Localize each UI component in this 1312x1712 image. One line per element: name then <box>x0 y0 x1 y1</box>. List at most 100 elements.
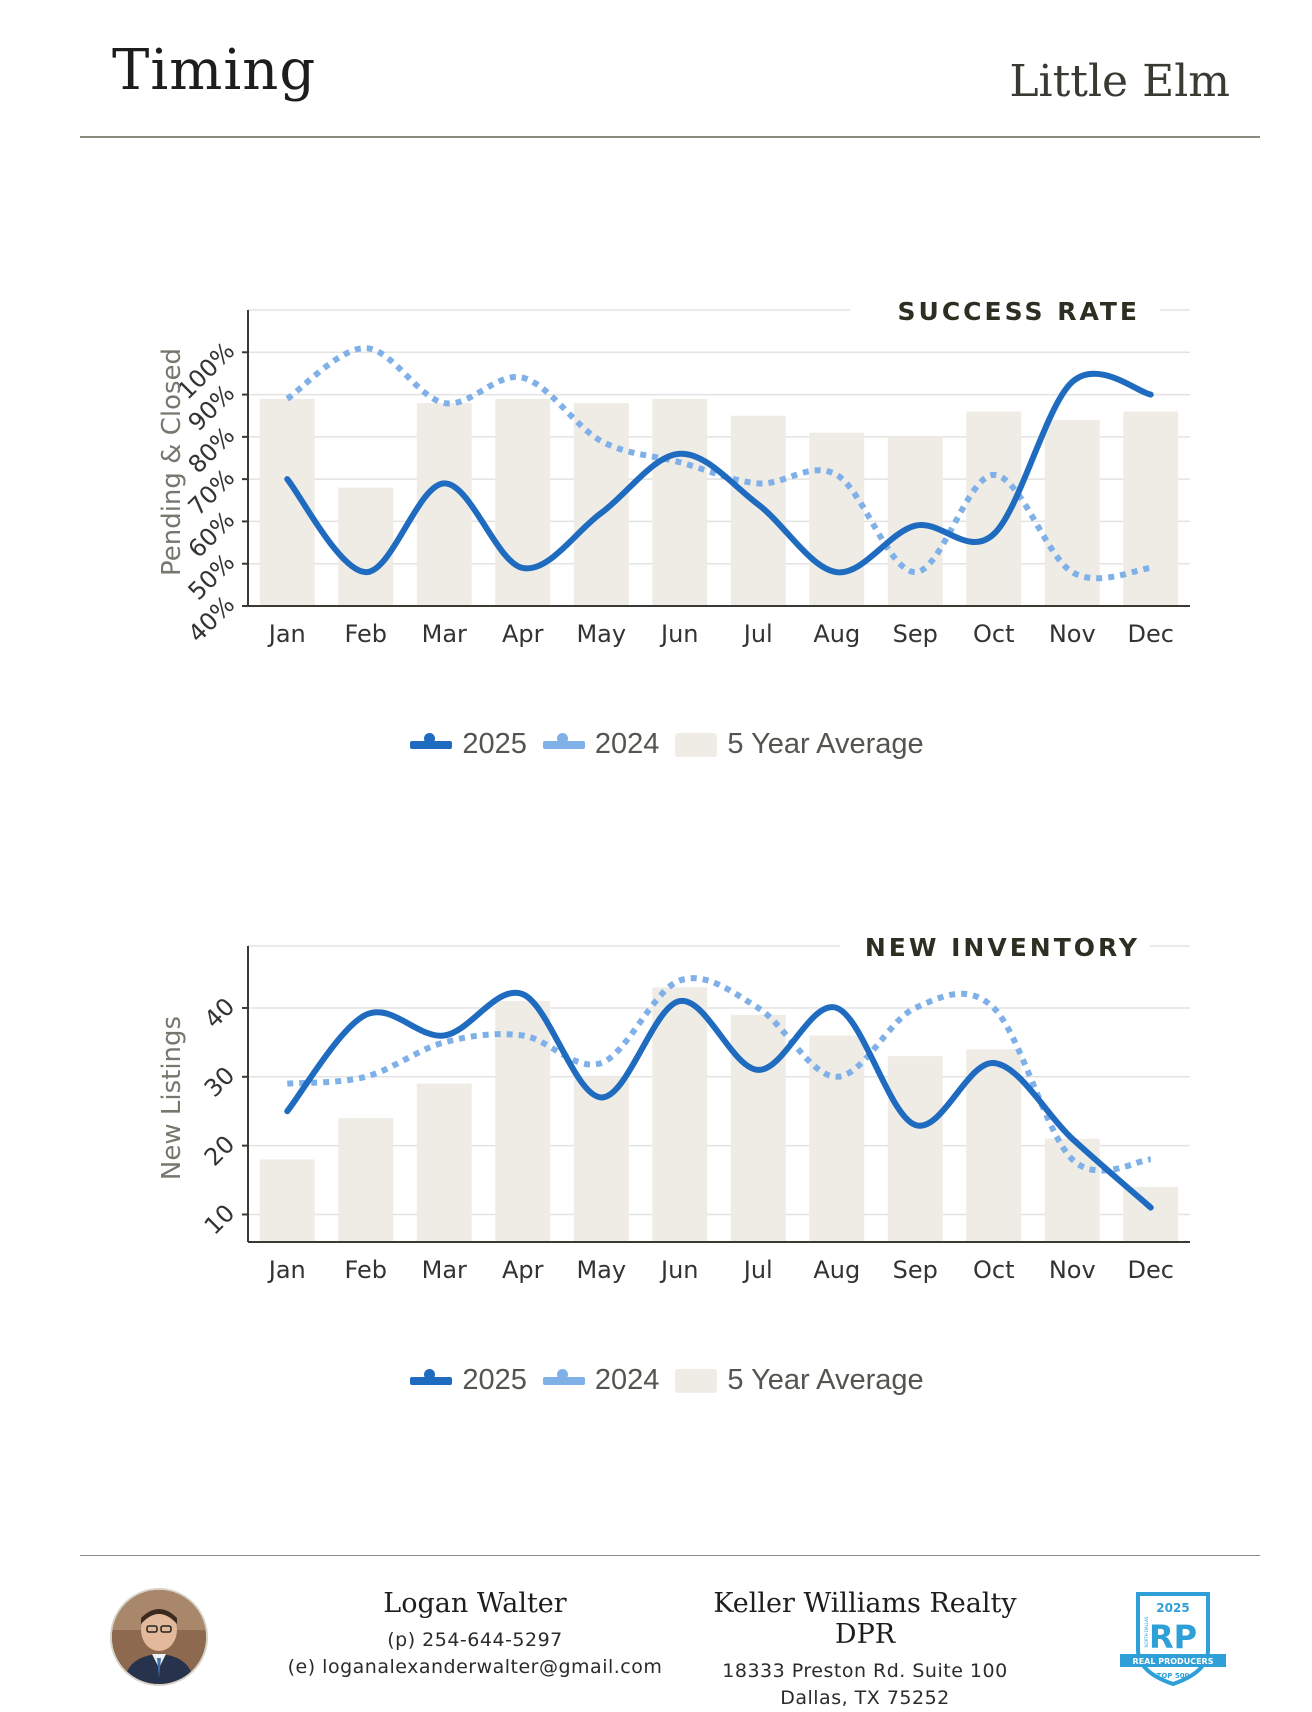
average-bar <box>259 1159 315 1242</box>
legend-swatch-average <box>675 1368 718 1393</box>
x-tick-label: Dec <box>1128 1256 1174 1284</box>
x-tick-label: Nov <box>1049 1256 1096 1284</box>
average-bar <box>1123 411 1179 606</box>
real-producers-badge-icon: 2025 RP REAL PRODUCERS TOP 500 NORTH DAL… <box>1120 1592 1226 1687</box>
legend-item-2025: 2025 <box>410 1364 527 1397</box>
new-inventory-legend: 2025 2024 5 Year Average <box>140 1364 1200 1397</box>
legend-item-average: 5 Year Average <box>675 1364 924 1397</box>
series-2025-line <box>284 989 1154 1211</box>
chart-title: SUCCESS RATE <box>898 300 1140 326</box>
x-tick-label: Apr <box>502 620 544 648</box>
badge-arc: NORTH DALLAS <box>1144 1616 1149 1647</box>
average-bar <box>887 436 943 606</box>
legend-label-2024: 2024 <box>594 1364 660 1396</box>
x-tick-label: Jan <box>267 620 306 648</box>
agent-name: Logan Walter <box>383 1588 567 1619</box>
legend-item-2024: 2024 <box>542 728 659 761</box>
header-divider <box>80 136 1260 138</box>
x-tick-label: Apr <box>502 1256 544 1284</box>
average-bar <box>966 1049 1022 1242</box>
x-tick-label: Nov <box>1049 620 1096 648</box>
x-tick-label: Jan <box>267 1256 306 1284</box>
average-bar <box>416 1083 472 1242</box>
x-tick-label: Aug <box>813 620 860 648</box>
average-bar <box>573 1076 629 1242</box>
new-inventory-chart: NEW INVENTORY 10 20 30 40 Jan Feb Mar Apr May Jun J… <box>140 936 1200 1456</box>
x-tick-label: Sep <box>893 620 938 648</box>
average-bar <box>1123 1186 1179 1242</box>
x-tick-label: Jul <box>742 620 773 648</box>
legend-item-2025: 2025 <box>410 728 527 761</box>
footer-divider <box>80 1555 1260 1556</box>
y-axis-title: New Listings <box>157 1016 187 1180</box>
legend-swatch-2024 <box>542 1368 585 1385</box>
y-tick-label: 60% <box>183 506 241 564</box>
x-tick-label: Feb <box>345 1256 388 1284</box>
x-tick-label: Jul <box>742 1256 773 1284</box>
average-bar <box>573 403 629 606</box>
chart-title: NEW INVENTORY <box>865 936 1140 962</box>
real-producers-badge: 2025 RP REAL PRODUCERS TOP 500 NORTH DAL… <box>1118 1588 1228 1688</box>
average-bar <box>652 398 708 606</box>
legend-item-average: 5 Year Average <box>675 728 924 761</box>
badge-mark: RP <box>1149 1618 1197 1656</box>
y-tick-label: 50% <box>183 548 241 606</box>
office-address-line-1: 18333 Preston Rd. Suite 100 <box>722 1660 1008 1682</box>
average-bar <box>495 1001 551 1242</box>
legend-label-2025: 2025 <box>462 1364 527 1396</box>
new-inventory-plot: NEW INVENTORY 10 20 30 40 Jan Feb Mar Apr May Jun J… <box>157 936 1190 1284</box>
success-rate-legend: 2025 2024 5 Year Average <box>140 728 1200 761</box>
x-tick-label: Sep <box>893 1256 938 1284</box>
chart-title-background <box>850 300 1160 326</box>
agent-email[interactable]: (e) loganalexanderwalter@gmail.com <box>287 1656 663 1678</box>
legend-swatch-average <box>675 732 718 757</box>
legend-swatch-2025 <box>410 1368 453 1385</box>
badge-text: REAL PRODUCERS <box>1133 1657 1214 1666</box>
y-tick-label: 40% <box>183 590 241 648</box>
badge-year: 2025 <box>1156 1601 1189 1615</box>
average-bar <box>652 987 708 1242</box>
series-2025-line <box>284 370 1154 576</box>
agent-photo <box>110 1588 208 1686</box>
average-bar <box>495 398 551 606</box>
x-tick-label: Aug <box>813 1256 860 1284</box>
office-name: Keller Williams Realty DPR <box>713 1588 1017 1650</box>
x-tick-label: Oct <box>973 620 1015 648</box>
y-tick-label: 30 <box>199 1061 240 1102</box>
chart-title-background <box>840 936 1150 962</box>
average-bar <box>259 398 315 606</box>
x-tick-label: May <box>576 620 626 648</box>
office-address-line-2: Dallas, TX 75252 <box>780 1687 950 1709</box>
page-subtitle: Little Elm <box>1009 56 1230 107</box>
average-bar <box>416 403 472 606</box>
legend-label-average: 5 Year Average <box>727 1364 924 1396</box>
series-2024-line <box>285 345 1152 582</box>
office-contact: Keller Williams Realty DPR 18333 Preston… <box>690 1588 1040 1712</box>
agent-contact: Logan Walter (p) 254-644-5297 (e) logana… <box>280 1588 670 1681</box>
average-bar <box>887 1056 943 1242</box>
legend-swatch-2025 <box>410 732 453 749</box>
x-tick-label: Oct <box>973 1256 1015 1284</box>
y-tick-label: 10 <box>199 1199 240 1240</box>
legend-item-2024: 2024 <box>542 1364 660 1397</box>
success-rate-chart: SUCCESS RATE 40% 50% 60% 70% 80% 90% 100% Jan Feb… <box>140 300 1200 820</box>
y-tick-label: 80% <box>183 421 241 479</box>
average-bar <box>338 487 394 606</box>
legend-label-average: 5 Year Average <box>727 728 924 760</box>
y-tick-label: 20 <box>199 1130 240 1171</box>
y-tick-label: 40 <box>199 992 240 1033</box>
average-bar <box>1044 419 1100 606</box>
x-tick-label: Mar <box>422 620 467 648</box>
legend-label-2025: 2025 <box>462 728 527 760</box>
x-tick-label: Dec <box>1128 620 1174 648</box>
x-tick-label: Feb <box>345 620 388 648</box>
average-bar <box>730 1014 786 1242</box>
x-tick-label: Jun <box>659 620 699 648</box>
y-tick-label: 70% <box>183 464 241 522</box>
badge-sub: TOP 500 <box>1157 1672 1190 1680</box>
legend-swatch-2024 <box>542 732 585 749</box>
agent-phone[interactable]: (p) 254-644-5297 <box>387 1629 563 1651</box>
agent-portrait-icon <box>112 1590 206 1684</box>
x-tick-label: Mar <box>422 1256 467 1284</box>
